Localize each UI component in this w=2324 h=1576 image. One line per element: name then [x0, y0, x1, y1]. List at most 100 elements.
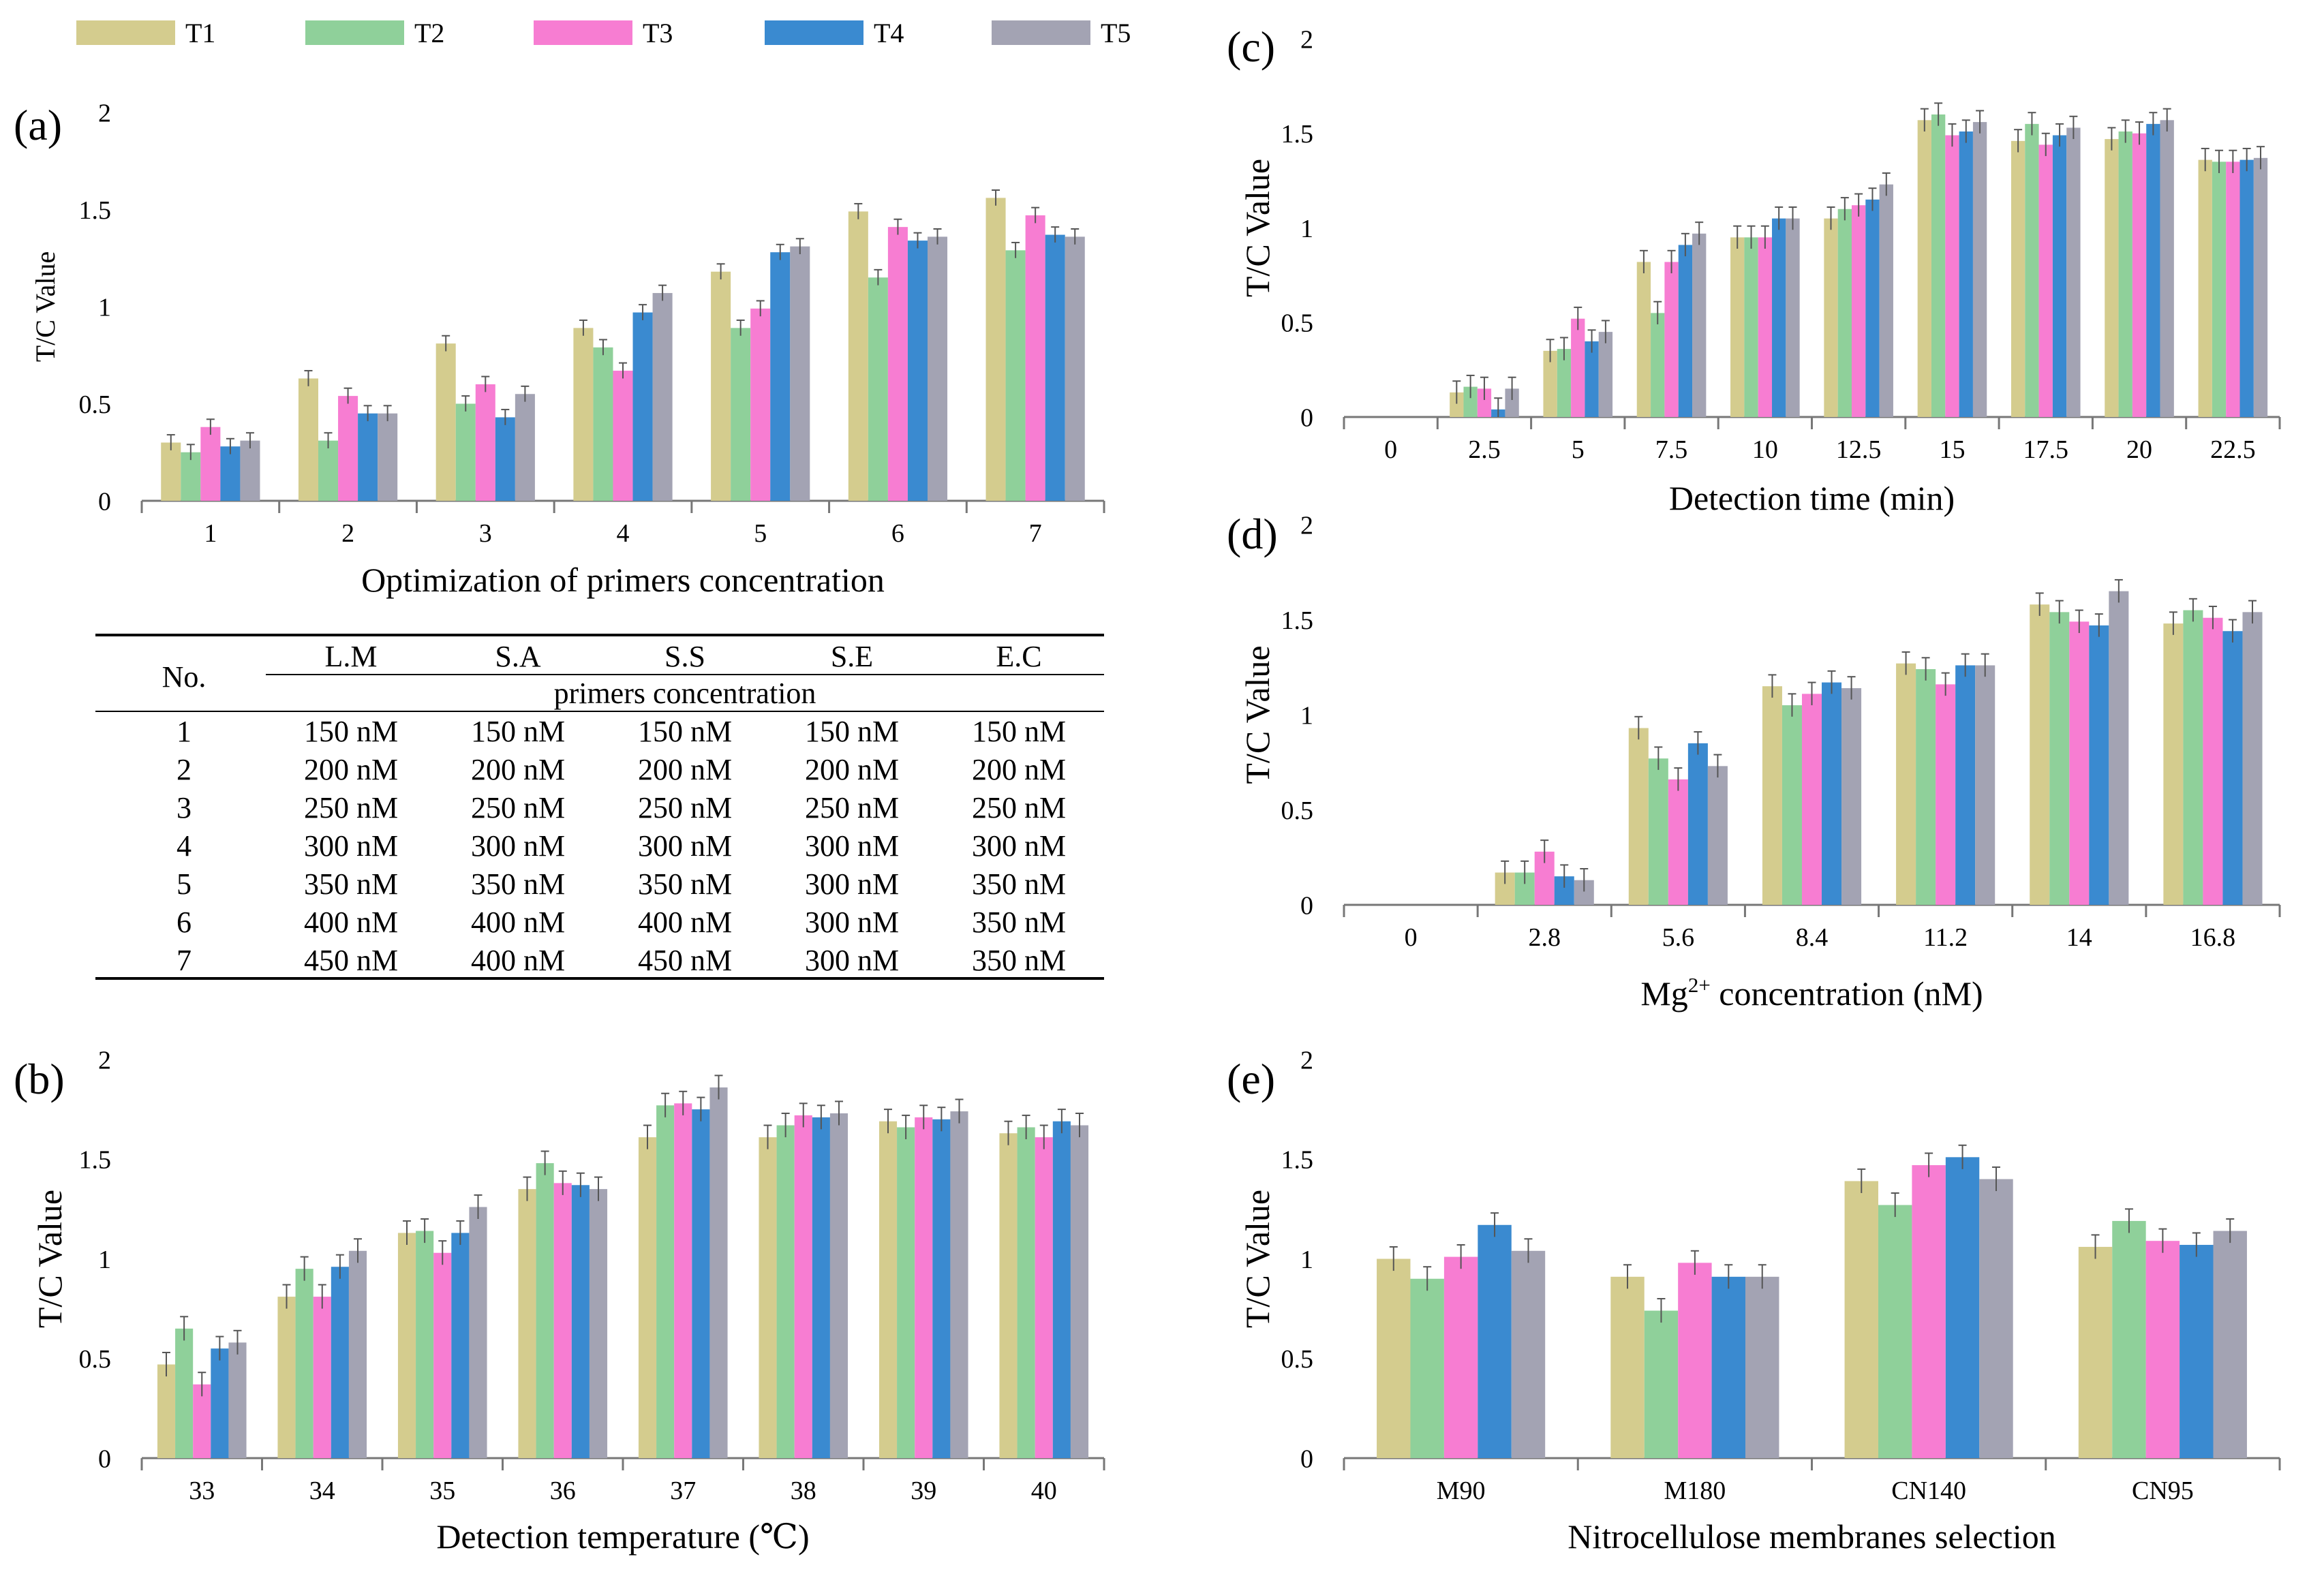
bar-t2	[776, 1125, 795, 1458]
bar-t5	[1065, 236, 1085, 501]
bar-t2	[1931, 114, 1946, 417]
bar-t5	[1879, 184, 1893, 417]
bar-t5	[240, 440, 260, 501]
table-cell: 350 nM	[304, 867, 398, 901]
bar-t1	[2163, 623, 2184, 905]
bar-t4	[1945, 1157, 1980, 1458]
legend-label: T2	[414, 18, 444, 48]
bar-t4	[2180, 1245, 2214, 1458]
bar-t3	[2145, 1241, 2180, 1458]
legend-swatch	[76, 20, 175, 45]
table-no-header: No.	[162, 660, 207, 694]
table-column-header: S.A	[495, 640, 540, 673]
bar-t3	[1477, 388, 1492, 417]
table-row-number: 1	[177, 715, 192, 748]
bar-t4	[1955, 665, 1976, 905]
bar-t4	[770, 252, 791, 501]
chart-d: (d) 0 0.5 1 1.5 2 T/C Value 0 2.8 5.6 8.4 11.2 14 16.…	[1227, 510, 2281, 1013]
bar-t1	[2078, 1246, 2113, 1458]
x-axis-label: Detection time (min)	[1669, 479, 1955, 517]
panel-label: (c)	[1227, 22, 1275, 71]
bar-t3	[1668, 779, 1688, 905]
bar-t1	[985, 198, 1006, 501]
x-tick-label: 17.5	[2023, 435, 2069, 464]
x-tick-label: 38	[791, 1477, 816, 1505]
bar-t1	[711, 271, 731, 501]
bar-t4	[495, 417, 515, 501]
bar-t5	[1972, 122, 1987, 417]
table-cell: 200 nM	[304, 753, 398, 786]
bar-t4	[1865, 199, 1880, 417]
legend-swatch	[305, 20, 404, 45]
x-tick-label: 5	[754, 519, 767, 548]
table-cell: 350 nM	[972, 906, 1066, 939]
table-row-number: 3	[177, 791, 192, 824]
bar-t3	[2132, 133, 2147, 417]
bar-t5	[1975, 665, 1996, 905]
x-tick-label: 6	[891, 519, 904, 548]
y-tick-label: 1.5	[1281, 120, 1314, 149]
legend-item-t2: T2	[305, 18, 444, 48]
bar-t3	[2203, 617, 2223, 905]
bar-t5	[709, 1087, 728, 1458]
x-axis-label: Nitrocellulose membranes selection	[1568, 1517, 2055, 1556]
x-tick-label: 34	[309, 1477, 335, 1505]
bar-t1	[1450, 392, 1464, 417]
table-cell: 250 nM	[638, 791, 732, 824]
x-tick-label: 10	[1752, 435, 1778, 464]
y-axis-label: T/C Value	[1238, 159, 1276, 297]
legend-item-t5: T5	[992, 18, 1131, 48]
table-column-header: S.E	[831, 640, 873, 673]
bar-t2	[2118, 131, 2132, 417]
x-axis-label: Optimization of primers concentration	[361, 561, 885, 599]
table-cell: 200 nM	[972, 753, 1066, 786]
table-cell: 300 nM	[805, 867, 899, 901]
x-axis-label-post: concentration (nM)	[1711, 974, 1983, 1013]
chart-c: (c) 0 0.5 1 1.5 2 T/C Value 0 2.5 5 7.5 10 12.5 15 17.…	[1227, 22, 2281, 517]
table-column-header: S.S	[664, 640, 705, 673]
bar-t1	[157, 1364, 176, 1458]
bar-t1	[2010, 140, 2025, 417]
bar-t3	[613, 371, 633, 501]
table-row: 7 450 nM 400 nM 450 nM 300 nM 350 nM	[177, 944, 1066, 977]
bar-t4	[1478, 1224, 1512, 1458]
bar-t5	[2242, 612, 2263, 905]
legend-swatch	[992, 20, 1090, 45]
bar-t4	[632, 312, 653, 501]
bar-t1	[1824, 218, 1838, 417]
chart-a: (a) 0 0.5 1 1.5 2 T/C Value 1 2 3 4 5 6 7 Optimization…	[14, 99, 1105, 599]
legend-swatch	[534, 20, 632, 45]
x-tick-label: 0	[1405, 923, 1418, 952]
bar-t4	[932, 1119, 951, 1458]
table-row: 6 400 nM 400 nM 400 nM 300 nM 350 nM	[177, 906, 1066, 939]
bar-t2	[1648, 758, 1668, 905]
bar-t2	[1651, 313, 1665, 417]
bar-t2	[1644, 1310, 1679, 1458]
bar-t4	[1711, 1276, 1746, 1458]
bar-t3	[1851, 205, 1866, 417]
table-row-number: 4	[177, 829, 192, 863]
legend-item-t1: T1	[76, 18, 215, 48]
table-cell: 450 nM	[304, 944, 398, 977]
x-tick-label: M90	[1437, 1477, 1486, 1505]
x-tick-label: 40	[1031, 1477, 1057, 1505]
bar-t5	[1841, 687, 1862, 905]
bar-t4	[1822, 682, 1842, 905]
table-cell: 300 nM	[304, 829, 398, 863]
y-tick-label: 1	[1300, 215, 1313, 243]
table-cell: 250 nM	[805, 791, 899, 824]
x-tick-label: M180	[1664, 1477, 1726, 1505]
x-tick-label: CN140	[1891, 1477, 1966, 1505]
bar-t5	[1786, 218, 1800, 417]
bar-t1	[573, 328, 594, 501]
bar-t2	[1744, 237, 1758, 417]
bar-t4	[1687, 743, 1708, 905]
bar-t5	[652, 293, 673, 501]
y-tick-label: 1	[1300, 701, 1313, 730]
bar-t5	[378, 413, 398, 501]
table-row: 4 300 nM 300 nM 300 nM 300 nM 300 nM	[177, 829, 1066, 863]
bar-t1	[1730, 237, 1745, 417]
bar-t2	[2049, 612, 2070, 905]
bar-t3	[1664, 262, 1679, 417]
